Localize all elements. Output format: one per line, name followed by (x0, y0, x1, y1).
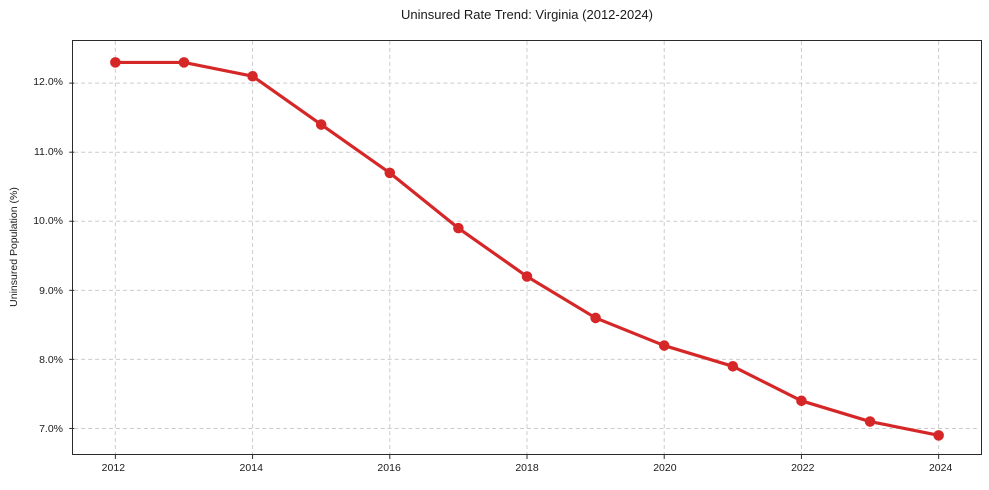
data-point (864, 416, 876, 427)
data-point (384, 167, 396, 179)
x-tick-label: 2024 (928, 462, 953, 474)
data-point (178, 57, 190, 68)
data-point (453, 222, 464, 234)
data-point (727, 361, 739, 372)
data-point (933, 430, 944, 441)
y-tick-label: 7.0% (39, 423, 63, 436)
y-tick-label: 8.0% (39, 353, 63, 366)
data-point (590, 312, 601, 324)
y-tick-label: 10.0% (33, 215, 63, 228)
x-tick-label: 2022 (791, 462, 815, 474)
data-point (658, 340, 670, 351)
data-point (110, 57, 121, 68)
x-tick-label: 2012 (101, 462, 126, 474)
line-chart (69, 41, 980, 459)
data-point (521, 271, 533, 282)
data-point (796, 395, 807, 407)
chart-title: Uninsured Rate Trend: Virginia (2012-202… (401, 7, 653, 22)
x-tick-label: 2016 (377, 462, 401, 474)
x-tick-label: 2014 (239, 462, 263, 474)
y-tick-label: 12.0% (33, 76, 63, 89)
y-tick-label: 9.0% (39, 284, 63, 297)
data-point (247, 70, 258, 82)
plot-area (69, 40, 982, 459)
x-tick-label: 2018 (515, 462, 539, 474)
y-tick-label: 11.0% (34, 145, 63, 158)
x-tick-label: 2020 (653, 462, 677, 474)
data-point (315, 119, 327, 130)
